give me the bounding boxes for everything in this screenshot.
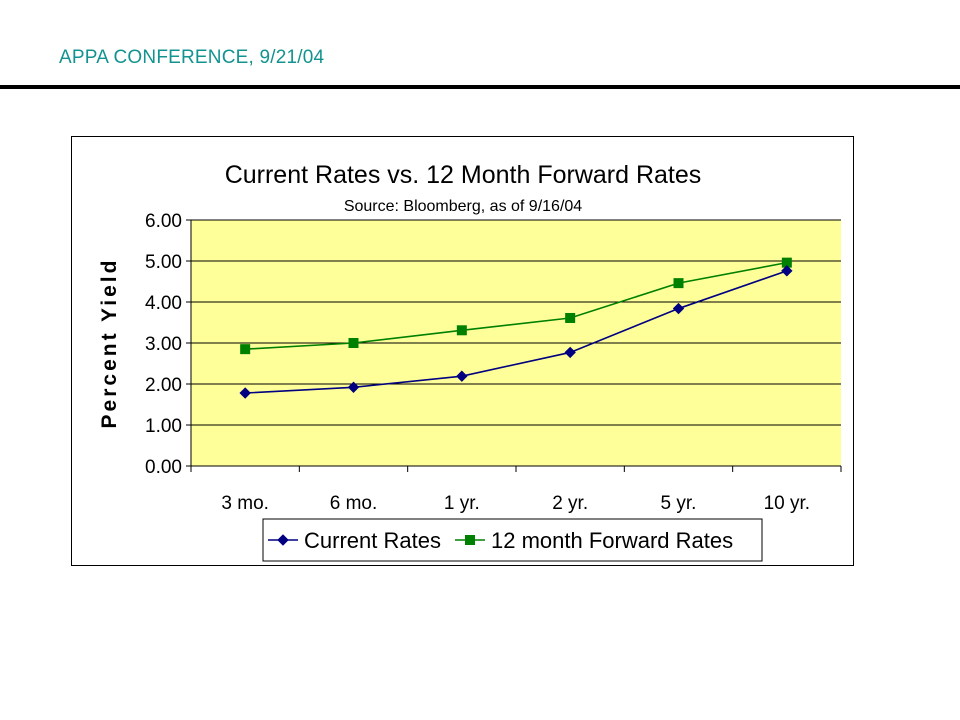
chart-title: Current Rates vs. 12 Month Forward Rates [225,161,702,189]
legend-marker-0 [277,534,289,546]
x-tick-label: 1 yr. [444,493,480,514]
series-point-1 [456,325,467,336]
chart-frame: Current Rates vs. 12 Month Forward Rates… [71,136,854,566]
series-point-0 [564,346,576,359]
series-point-0 [456,370,468,382]
series-point-0 [781,265,793,277]
x-tick-label: 3 mo. [221,493,269,514]
legend-marker-1 [465,535,475,545]
y-tick-label: 1.00 [145,416,182,437]
series-line-0 [245,270,788,394]
y-tick-label: 5.00 [145,252,182,273]
y-tick-label: 2.00 [145,375,182,396]
legend-label-1: 12 month Forward Rates [491,528,733,553]
series-line-1 [245,261,787,350]
series-point-1 [240,344,251,355]
y-tick-label: 0.00 [145,457,182,478]
series-point-1 [348,338,359,348]
series-point-0 [347,381,360,393]
series-point-1 [673,278,684,289]
x-tick-label: 6 mo. [330,493,378,514]
y-tick-label: 4.00 [145,293,182,314]
legend: Current Rates 12 month Forward Rates [262,518,763,562]
rates-line-chart: Current Rates vs. 12 Month Forward Rates… [98,161,842,562]
legend-label-0: Current Rates [304,528,441,553]
series-point-1 [565,312,576,323]
x-tick-label: 2 yr. [552,493,588,514]
x-tick-label: 5 yr. [661,493,697,514]
slide-header: APPA CONFERENCE, 9/21/04 [59,47,325,68]
series-point-0 [672,302,685,315]
y-axis-label: Percent Yield [98,258,121,429]
legend-box [262,518,763,562]
header-divider [0,85,960,89]
chart-subtitle: Source: Bloomberg, as of 9/16/04 [344,198,582,215]
x-tick-label: 10 yr. [764,493,810,514]
y-tick-label: 6.00 [145,211,182,232]
y-tick-label: 3.00 [145,334,182,355]
plot-area: 0.00 1.00 2.00 3.00 4.00 5.00 6.00 3 mo. 6 mo. 1 … [145,211,842,514]
series-point-0 [239,387,251,399]
